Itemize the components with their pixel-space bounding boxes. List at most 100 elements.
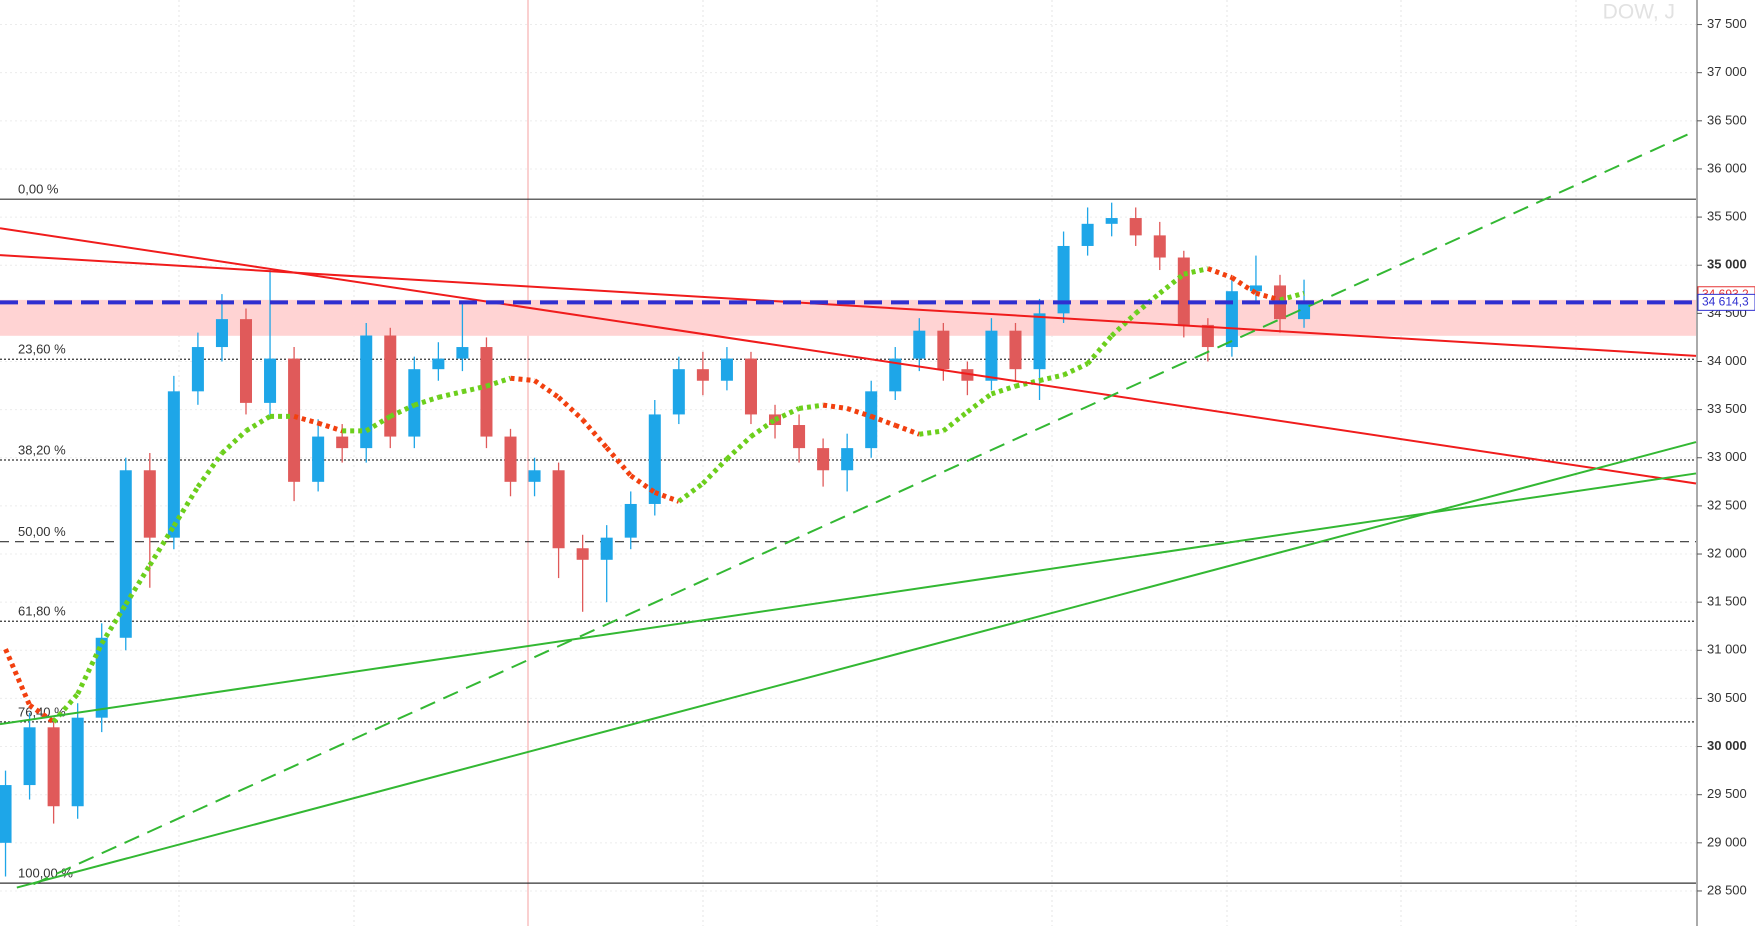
moving-average-segment [533, 378, 561, 400]
candle-body [312, 436, 325, 482]
moving-average-segment [773, 406, 801, 422]
y-tick-label: 30 500 [1707, 690, 1747, 705]
candle-body [480, 347, 493, 437]
price-tag-label: 34 614,3 [1702, 295, 1749, 309]
moving-average-segment [51, 692, 80, 724]
moving-average-segment [918, 428, 944, 437]
candle-body [1057, 245, 1070, 314]
candle-body [1033, 313, 1046, 370]
candle-body [95, 637, 108, 718]
moving-average-segment [798, 402, 824, 411]
candle-body [456, 347, 469, 359]
candle-body [841, 448, 854, 471]
y-tick-label: 31 000 [1707, 642, 1747, 657]
y-tick-label: 29 500 [1707, 786, 1747, 801]
y-tick-label: 35 000 [1707, 257, 1747, 272]
y-tick-label: 35 500 [1707, 209, 1747, 224]
candle-body [985, 330, 998, 381]
candle-body [191, 347, 204, 392]
candle-body [239, 319, 253, 403]
moving-average-segment [580, 418, 609, 450]
moving-average-segment [1230, 275, 1258, 296]
candle-body [0, 785, 12, 843]
y-axis: 28 500 29 000 29 500 30 000 30 500 31 000 31 5… [1697, 16, 1755, 897]
moving-average-segment [1062, 361, 1089, 378]
y-tick-label: 30 000 [1707, 738, 1747, 753]
y-tick-label: 32 500 [1707, 497, 1747, 512]
y-tick-label: 33 500 [1707, 401, 1747, 416]
trendline [0, 254, 1697, 357]
moving-average-segment [1158, 272, 1186, 296]
candle-body [1009, 330, 1022, 370]
moving-average-segment [75, 642, 104, 695]
candle-body [937, 330, 950, 370]
fib-label: 23,60 % [18, 342, 66, 357]
candle-body [889, 358, 902, 392]
moving-average-segment [437, 389, 463, 400]
fib-label: 38,20 % [18, 442, 66, 457]
candle-body [720, 358, 733, 381]
moving-average-segment [510, 375, 535, 384]
candle-body [504, 436, 517, 482]
candle-body [1177, 257, 1190, 325]
candle-body [624, 503, 637, 538]
moving-average-segment [629, 473, 657, 495]
moving-average-segment [1134, 291, 1162, 316]
candle-body [1129, 218, 1142, 236]
candle-body [143, 470, 156, 538]
vertical-grid [178, 0, 1577, 926]
candle-body [648, 414, 661, 504]
candle-body [336, 436, 349, 449]
price-tag-box [1697, 293, 1755, 311]
moving-average-segment [941, 409, 969, 433]
trendline [0, 472, 1697, 726]
moving-average-segment [220, 429, 248, 456]
moving-average-segment [822, 402, 848, 411]
moving-average-segment [244, 414, 272, 434]
y-tick-label: 33 000 [1707, 449, 1747, 464]
candle-body [769, 414, 782, 426]
y-tick-label: 37 500 [1707, 16, 1747, 31]
fib-label: 50,00 % [18, 524, 66, 539]
candle-body [288, 358, 301, 482]
y-tick-label: 32 000 [1707, 545, 1747, 560]
candle-body [384, 335, 397, 437]
plot: 0,00 %23,60 %38,20 %50,00 %61,80 %76,40 … [0, 24, 1697, 892]
candle-body [1298, 302, 1311, 320]
candle-body [360, 335, 373, 449]
moving-average-segment [556, 395, 585, 422]
candle-body [264, 358, 277, 403]
trendline [33, 133, 1689, 886]
moving-average-segment [990, 383, 1017, 397]
candle-body [1249, 285, 1262, 292]
moving-average-segment [1109, 311, 1138, 338]
candle-body [1153, 235, 1166, 258]
candle-body [1105, 218, 1118, 224]
moving-average-segment [677, 481, 705, 504]
candle-body [528, 470, 541, 482]
y-tick-label: 29 000 [1707, 834, 1747, 849]
moving-average-segment [749, 417, 777, 439]
trendline [0, 227, 1697, 485]
candle-body [865, 391, 878, 449]
moving-average-segment [195, 451, 224, 489]
candle-body [1225, 291, 1238, 348]
moving-average-segment [317, 420, 343, 434]
moving-average-segment [1206, 266, 1233, 280]
candle-body [1081, 223, 1094, 246]
candle-body [793, 425, 806, 449]
candle-body [696, 369, 709, 381]
candle-body [913, 330, 926, 359]
y-tick-label: 36 000 [1707, 160, 1747, 175]
y-tick-label: 34 000 [1707, 353, 1747, 368]
candle-body [576, 548, 589, 560]
moving-average-segment [28, 703, 56, 724]
candle-body [47, 727, 60, 807]
moving-average-segment [604, 446, 633, 478]
y-axis-panel [1697, 0, 1755, 926]
candle-body [600, 537, 613, 560]
y-tick-label: 37 000 [1707, 64, 1747, 79]
candle-body [744, 358, 757, 415]
candle-body [672, 369, 685, 415]
